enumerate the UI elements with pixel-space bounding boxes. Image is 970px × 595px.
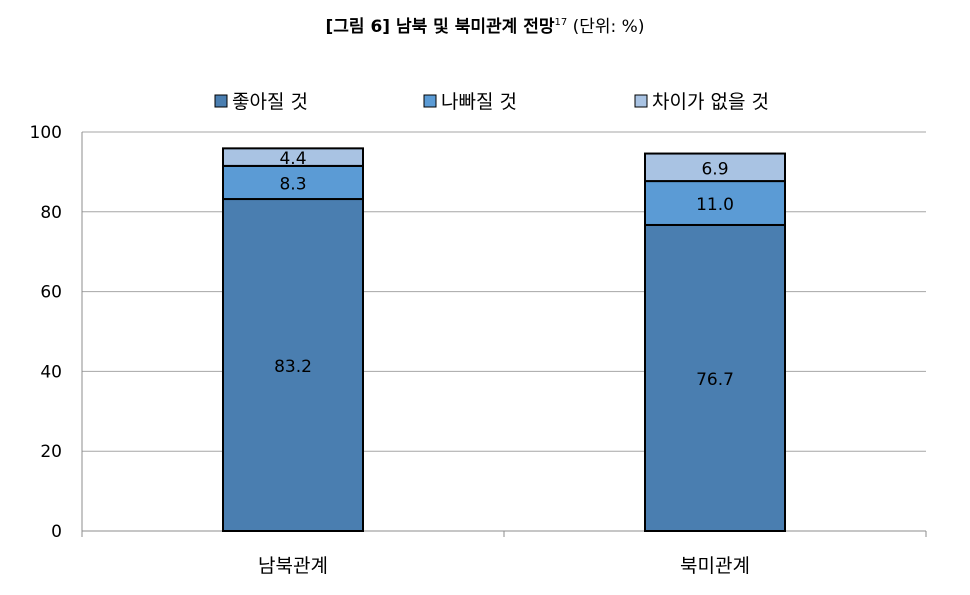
- data-label: 6.9: [701, 159, 728, 179]
- y-tick-label: 0: [51, 522, 62, 542]
- legend-label: 좋아질 것: [232, 91, 308, 113]
- legend-label: 차이가 없을 것: [652, 91, 769, 113]
- legend-swatch: [423, 94, 437, 108]
- data-label: 8.3: [279, 174, 306, 194]
- chart-title: [그림 6] 남북 및 북미관계 전망17 (단위: %): [0, 12, 970, 37]
- legend-swatch: [214, 94, 228, 108]
- data-label: 4.4: [279, 149, 306, 169]
- legend-label: 나빠질 것: [441, 91, 517, 113]
- title-footnote: 17: [554, 17, 568, 28]
- y-tick-label: 80: [40, 203, 62, 223]
- chart-title-main: [그림 6] 남북 및 북미관계 전망: [325, 17, 555, 37]
- category-label: 남북관계: [258, 555, 328, 577]
- y-tick-label: 60: [40, 283, 62, 303]
- legend-swatch: [634, 94, 648, 108]
- data-label: 76.7: [696, 370, 734, 390]
- y-tick-label: 100: [30, 123, 62, 143]
- data-label: 83.2: [274, 357, 312, 377]
- chart-unit: (단위: %): [572, 17, 645, 37]
- y-tick-label: 20: [40, 442, 62, 462]
- bar-segment: [222, 147, 364, 167]
- category-label: 북미관계: [680, 555, 750, 577]
- data-label: 11.0: [696, 195, 734, 215]
- bar-segment: [644, 152, 786, 183]
- bar-segment: [644, 223, 786, 532]
- y-tick-label: 40: [40, 362, 62, 382]
